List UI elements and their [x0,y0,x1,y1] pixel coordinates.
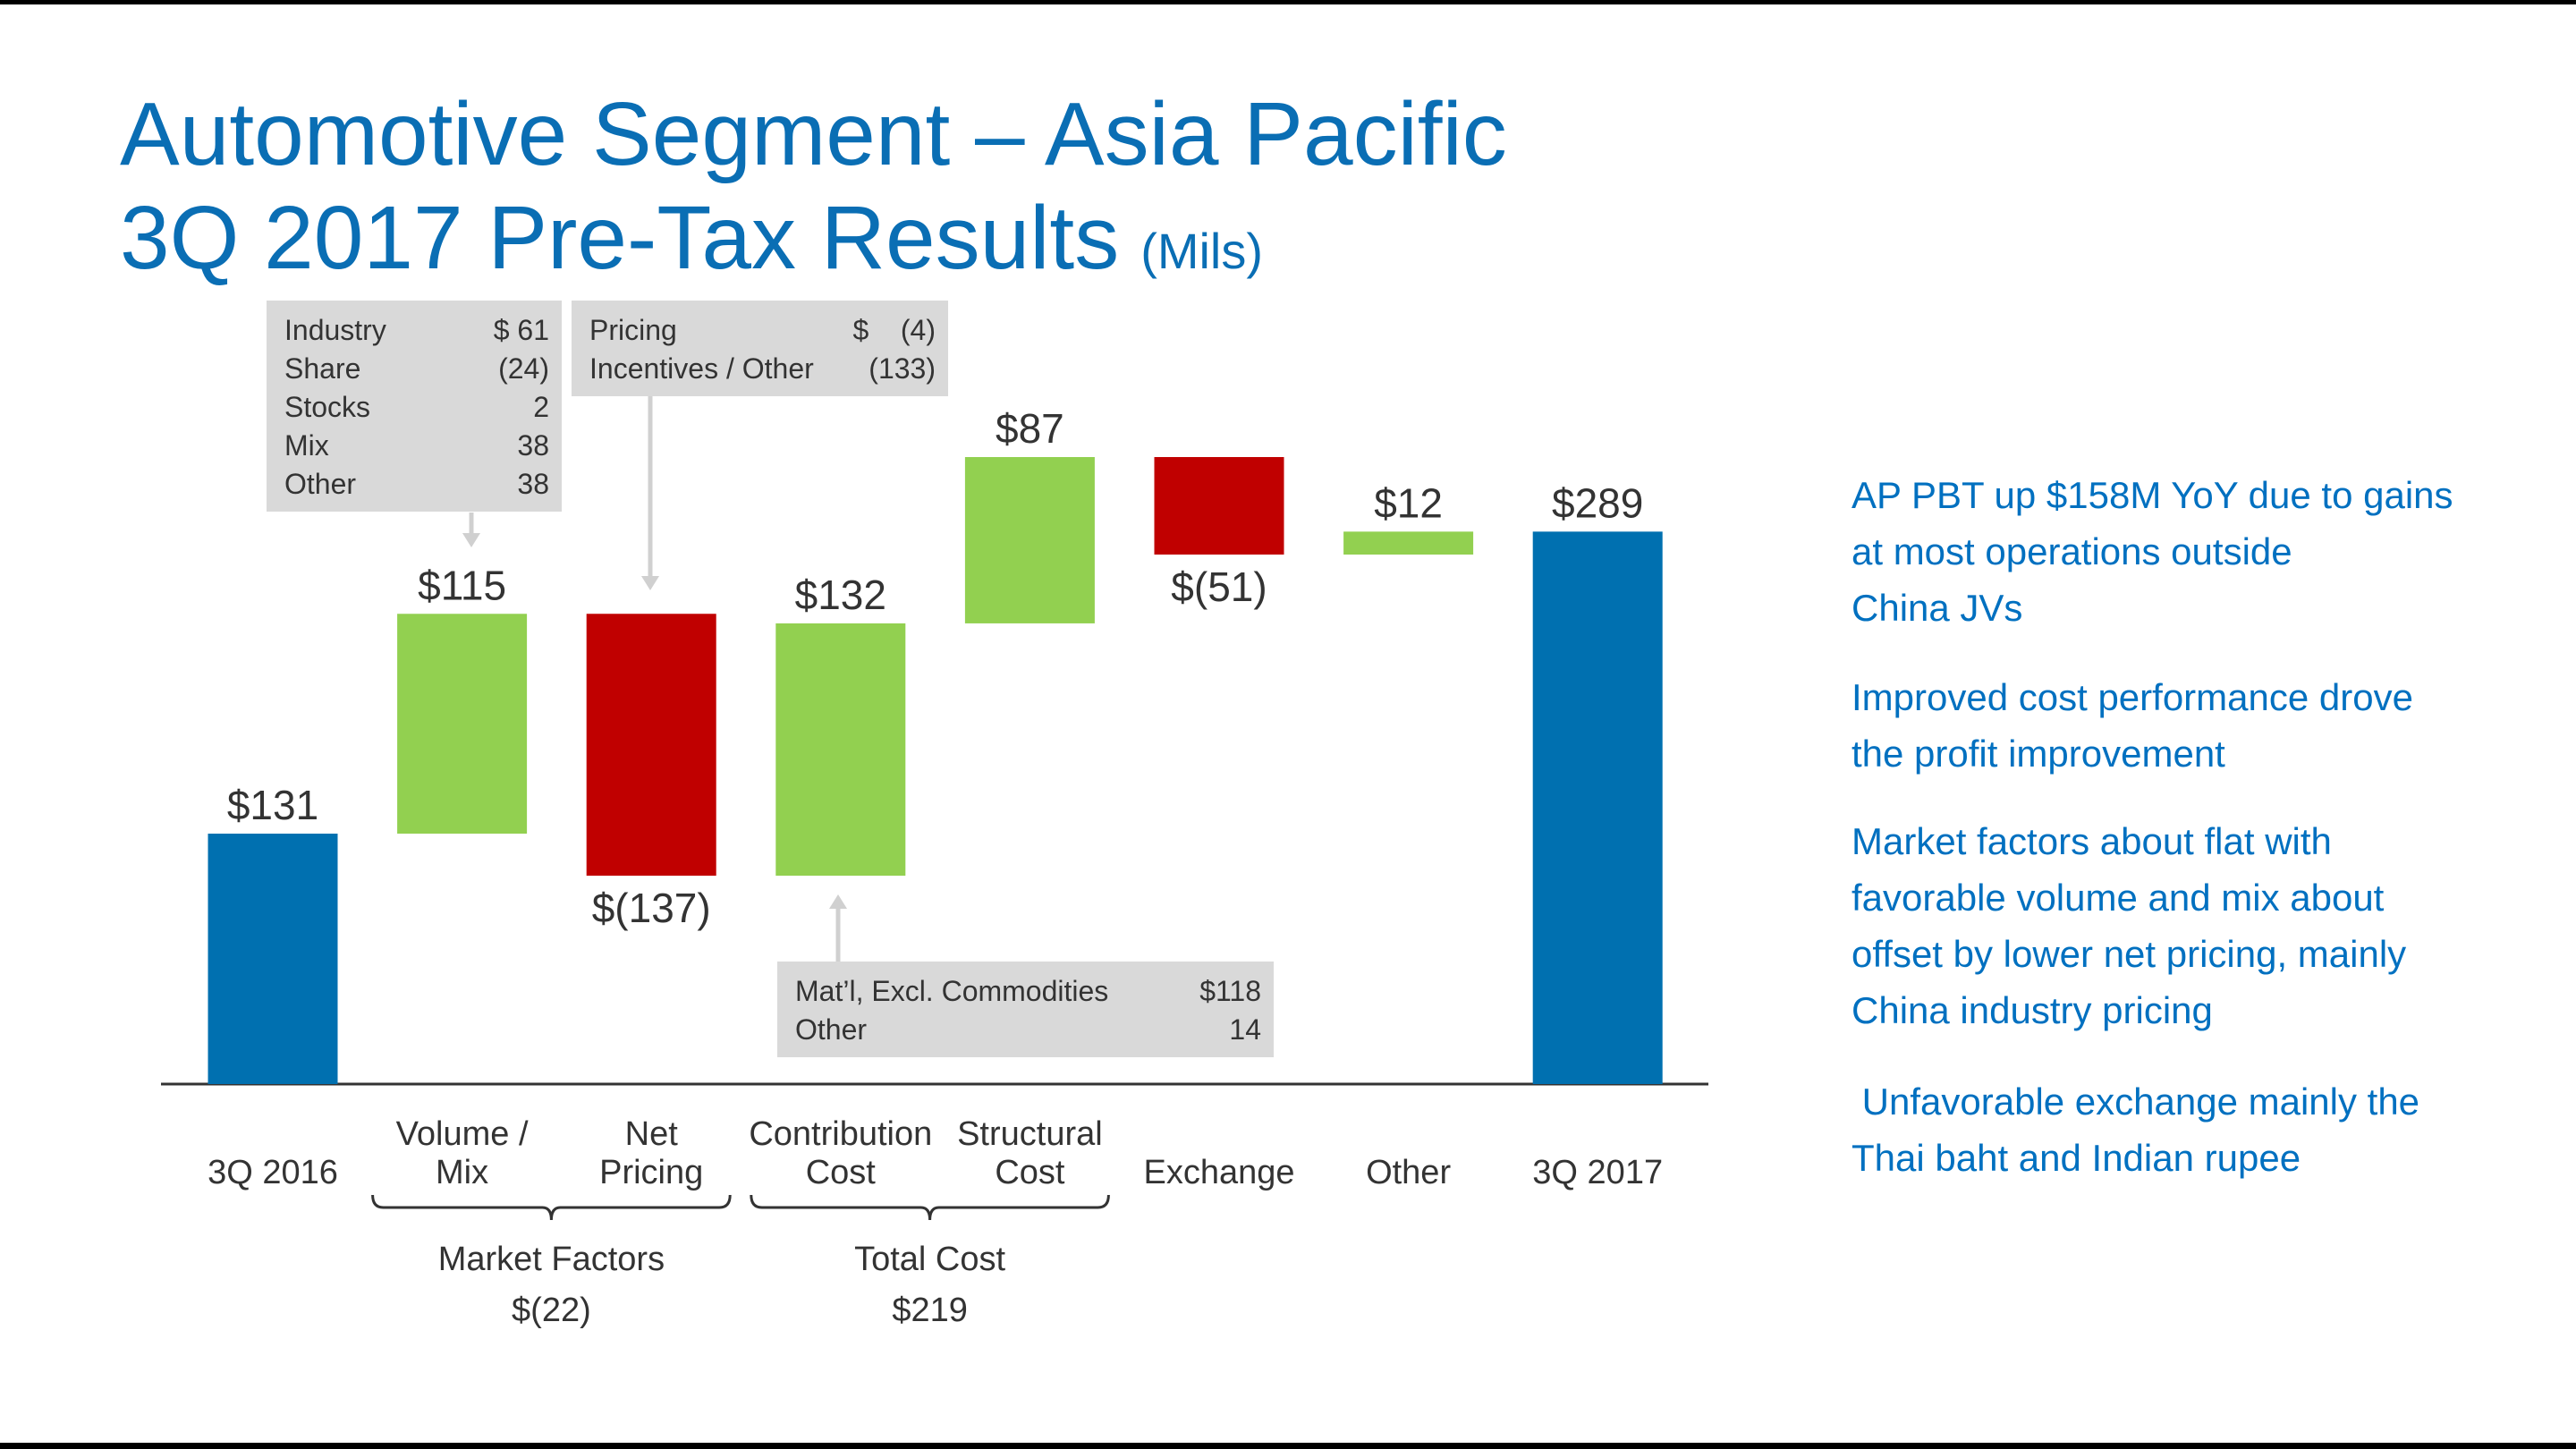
bullet-text: AP PBT up $158M YoY due to gains [1852,474,2453,516]
callout-label: Incentives / Other [589,352,814,385]
callout-value: 14 [1229,1013,1261,1046]
value-label: $115 [418,562,506,608]
bar [1154,457,1284,555]
callout-box [267,301,562,512]
bar [1532,531,1663,1084]
bullet-text: Improved cost performance drove [1852,676,2413,718]
callout-value: 2 [533,391,549,423]
bullet-text: Market factors about flat with [1852,820,2332,862]
title-line: Automotive Segment – Asia Pacific [120,84,1507,184]
x-tick-label: Net [625,1115,679,1153]
bracket [371,1194,732,1221]
callout-label: Share [284,352,360,385]
top-border [0,0,2576,4]
units: (Mils) [1140,223,1263,279]
value-label: $12 [1374,479,1443,526]
bracket [750,1194,1110,1221]
callout-arrowhead [462,533,480,547]
callout-arrowhead [641,576,659,590]
value-label: $131 [227,782,318,828]
group-value: $(22) [512,1292,591,1329]
x-tick-label: Mix [436,1154,488,1191]
bar [208,834,338,1084]
value-label: $87 [996,405,1064,452]
bar [775,623,906,877]
title-line: 3Q 2017 Pre-Tax Results (Mils) [120,188,1263,288]
bullet-text: Thai baht and Indian rupee [1852,1137,2301,1179]
x-tick-label: Cost [995,1154,1065,1191]
callout-label: Industry [284,314,386,346]
callout-value: $ 61 [494,314,549,346]
callout-label: Stocks [284,391,370,423]
callout-value: $ (4) [853,314,936,346]
bullet-text: China JVs [1852,587,2022,629]
x-tick-label: Structural [957,1115,1103,1153]
callout-box [777,962,1274,1057]
callout-label: Other [284,468,356,500]
bullet-text: favorable volume and mix about [1852,877,2385,919]
bullet-text: Unfavorable exchange mainly the [1852,1080,2419,1123]
callout-value: $118 [1199,975,1261,1007]
title-line: 3Q 2017 Pre-Tax Results [120,188,1119,288]
x-tick-label: 3Q 2016 [208,1154,338,1191]
callout-label: Other [795,1013,867,1046]
bar [586,614,716,877]
group-value: $219 [892,1292,968,1329]
group-label: Total Cost [854,1241,1005,1278]
x-tick-label: Cost [806,1154,877,1191]
value-label: $(51) [1171,564,1267,610]
callout-arrowhead [829,894,847,909]
group-label: Market Factors [438,1241,665,1278]
x-tick-label: Contribution [749,1115,932,1153]
x-tick-label: 3Q 2017 [1532,1154,1663,1191]
bullet-text: the profit improvement [1852,733,2225,775]
callout-label: Mat’l, Excl. Commodities [795,975,1108,1007]
value-label: $(137) [592,885,711,931]
bar [1343,531,1474,555]
bottom-border [0,1443,2576,1449]
bar [964,457,1095,623]
callout-value: 38 [517,468,549,500]
callout-label: Pricing [589,314,677,346]
callout-value: (133) [869,352,936,385]
bar [397,614,528,835]
callout-value: (24) [498,352,549,385]
value-label: $289 [1552,479,1643,526]
callout-value: 38 [517,429,549,462]
x-tick-label: Pricing [599,1154,703,1191]
x-tick-label: Exchange [1143,1154,1294,1191]
callout-label: Mix [284,429,329,462]
bullet-text: China industry pricing [1852,989,2213,1031]
bullet-text: at most operations outside [1852,530,2292,572]
x-tick-label: Other [1366,1154,1451,1191]
x-tick-label: Volume / [396,1115,529,1153]
bullet-text: offset by lower net pricing, mainly [1852,933,2406,975]
value-label: $132 [795,572,886,618]
callout-box [572,301,948,396]
